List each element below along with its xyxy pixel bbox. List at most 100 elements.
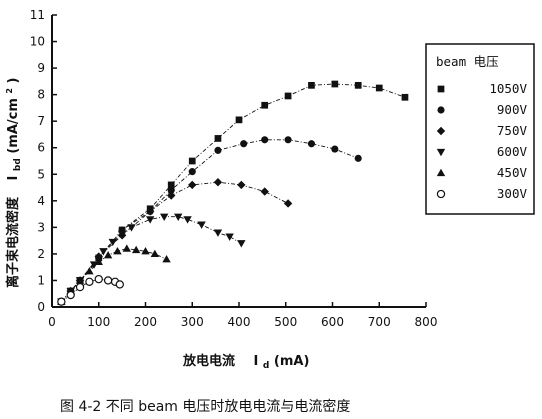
point-0-6 [167,181,175,189]
x-axis-title: 放电电流 I d (mA) [182,353,309,372]
legend-marker-2 [436,126,446,136]
y-axis-title-unit: (mA/cm [6,98,21,154]
legend-label-5: 300V [497,186,528,201]
x-axis-title-sub: d [263,361,269,371]
point-5-3 [85,277,94,286]
point-1-13 [331,145,339,153]
point-3-5 [108,238,117,247]
x-tick-label-8: 800 [415,315,438,329]
legend-marker-1 [437,106,445,114]
point-0-14 [354,81,362,89]
point-4-11 [162,255,171,263]
point-5-5 [103,276,113,285]
point-3-15 [237,240,246,248]
series-line-0 [61,83,406,302]
point-0-11 [284,92,292,100]
point-1-8 [214,146,222,154]
point-4-7 [122,244,131,252]
point-2-7 [188,180,197,190]
legend-items: 1050V 900V 750V 600V 450V 300V [436,81,528,201]
y-tick-label-9: 9 [37,61,45,75]
y-tick-label-3: 3 [37,220,45,234]
point-0-15 [375,84,383,92]
point-4-9 [141,247,150,255]
x-tick-label-2: 200 [134,315,157,329]
x-tick-label-7: 700 [368,315,391,329]
series-line-4 [61,248,167,302]
series-line-3 [61,216,242,302]
point-5-0 [57,297,66,306]
ticks: 0 100 200 300 400 500 600 700 800 0 1 2 3 4 5 6 7 8 9 10 11 [30,8,438,329]
point-1-6 [167,186,175,194]
point-0-12 [308,81,315,89]
point-4-6 [113,247,122,255]
legend-label-4: 450V [497,165,528,180]
y-tick-label-6: 6 [37,141,45,155]
legend-title: beam 电压 [436,54,499,69]
point-1-12 [307,140,316,148]
y-tick-label-4: 4 [37,194,45,208]
point-4-4 [94,257,103,266]
point-5-7 [115,280,124,289]
point-1-10 [261,136,269,144]
y-axis-title: 离子束电流密度 I bd (mA/cm 2 ) [1,78,24,289]
y-tick-label-11: 11 [30,8,45,22]
point-2-5 [145,207,155,216]
point-0-8 [214,135,222,142]
legend-label-1: 900V [497,102,528,117]
point-3-13 [213,229,223,237]
legend-marker-5 [436,189,446,199]
x-tick-label-3: 300 [181,315,204,329]
point-5-1 [66,290,75,300]
point-2-8 [213,178,223,187]
x-axis-title-symbol: I [254,354,259,369]
series-lines [61,83,406,303]
y-axis-title-main: 离子束电流密度 [5,196,21,288]
series-line-5 [61,278,121,303]
legend-marker-4 [436,168,446,177]
y-tick-label-0: 0 [37,300,45,314]
point-1-7 [188,168,196,176]
y-tick-label-8: 8 [37,88,45,102]
point-3-9 [160,213,169,221]
point-2-10 [260,187,269,196]
y-axis-title-sub: bd [13,158,23,171]
y-axis-title-sup: 2 [5,88,14,94]
point-2-11 [283,199,293,208]
x-axis-title-unit: (mA) [274,354,310,369]
x-tick-label-5: 500 [274,315,297,329]
y-tick-label-2: 2 [37,247,45,261]
point-3-4 [99,248,108,256]
point-2-6 [167,191,176,200]
x-tick-label-6: 600 [321,315,344,329]
legend: beam 电压 1050V 900V 750V 600V 450V 300V [425,43,535,215]
point-2-9 [237,180,246,190]
series-marks [57,80,409,306]
y-tick-label-10: 10 [30,35,45,49]
point-4-2 [75,276,85,284]
point-3-6 [117,230,127,239]
point-3-12 [197,221,206,229]
y-axis-title-symbol: I [6,176,21,181]
y-tick-label-5: 5 [37,167,45,181]
y-tick-label-7: 7 [37,114,45,128]
point-0-7 [188,157,196,165]
series-line-2 [61,181,289,302]
point-3-8 [145,216,155,224]
point-4-8 [131,245,141,254]
point-4-5 [103,251,113,259]
point-0-9 [235,116,243,124]
point-2-3 [94,252,103,261]
legend-box [425,43,535,215]
y-tick-label-1: 1 [37,273,45,287]
point-3-11 [183,216,192,224]
legend-label-2: 750V [497,123,528,138]
legend-marker-3 [436,148,446,157]
point-3-7 [127,224,136,232]
y-axis-title-close: ) [6,78,21,84]
legend-marker-0 [437,85,445,93]
x-tick-label-4: 400 [228,315,251,329]
legend-label-0: 1050V [489,81,527,96]
point-1-9 [240,140,248,148]
